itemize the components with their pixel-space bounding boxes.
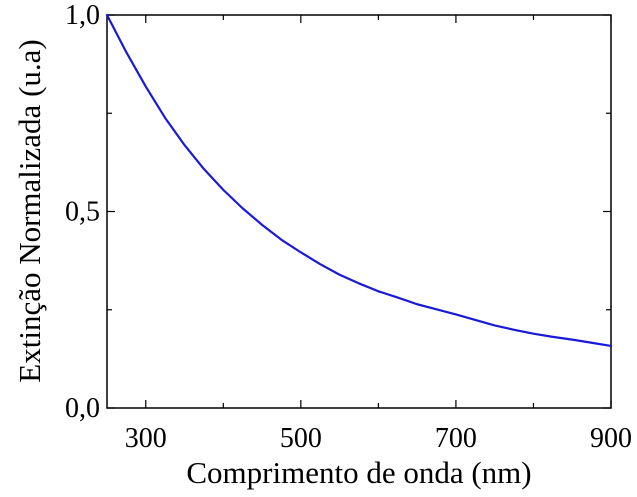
x-axis-title: Comprimento de onda (nm) [186,455,531,490]
x-tick-label: 300 [125,423,167,454]
series-line [105,13,613,348]
x-axis-ticks: 300 500 700 900 [125,15,632,454]
x-tick-label: 500 [280,423,322,454]
y-tick-label: 0,0 [65,393,100,424]
y-axis-title: Extinção Normalizada (u.a) [12,39,47,382]
y-axis-ticks: 0,0 0,5 1,0 [65,0,611,424]
plot-area-frame [106,14,612,409]
y-tick-label: 0,5 [65,197,100,228]
y-tick-label: 1,0 [65,0,100,31]
x-tick-label: 700 [435,423,477,454]
series-layer [105,13,613,348]
x-tick-label: 900 [590,423,632,454]
